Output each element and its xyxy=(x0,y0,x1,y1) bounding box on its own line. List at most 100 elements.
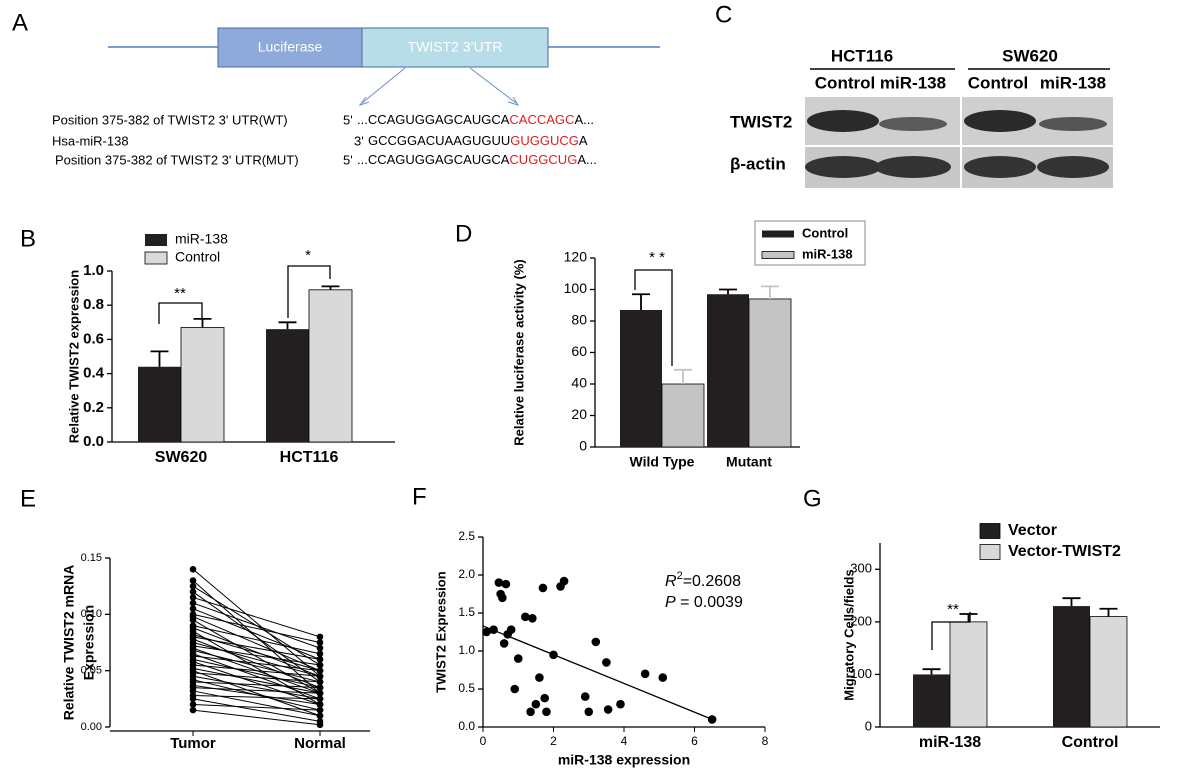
point xyxy=(584,707,594,717)
significance-label: * xyxy=(305,247,311,264)
point xyxy=(602,658,611,667)
x-tick-label: HCT116 xyxy=(280,449,339,466)
point xyxy=(521,612,530,622)
site: CACCAGC xyxy=(509,112,574,127)
significance-label: ** xyxy=(947,601,959,618)
lane-label: Control xyxy=(815,73,875,92)
pair-line xyxy=(192,613,321,643)
y-tick-label: 0.00 xyxy=(81,721,102,733)
point xyxy=(640,669,650,679)
y-tick-label: 0.05 xyxy=(81,665,102,677)
error-bar xyxy=(674,368,692,384)
panel-label: C xyxy=(715,1,732,28)
band xyxy=(807,110,879,132)
seq-tail: A... xyxy=(574,112,594,127)
pair-line xyxy=(192,681,321,689)
lane-label: Control xyxy=(968,73,1028,92)
r2-value: =0.2608 xyxy=(683,573,741,590)
legend-label: Control xyxy=(175,249,220,265)
p-label: P = 0.0039 xyxy=(665,594,743,611)
lane-label: miR-138 xyxy=(880,73,946,92)
pair-line xyxy=(192,653,321,700)
panel-label: D xyxy=(455,220,472,247)
bar xyxy=(1053,606,1090,727)
blot xyxy=(805,97,1113,188)
error-bar xyxy=(1062,597,1081,607)
arrow-head xyxy=(507,96,520,106)
point xyxy=(189,594,197,601)
point xyxy=(316,656,324,663)
group-label: SW620 xyxy=(1002,46,1058,65)
pair-line xyxy=(192,658,321,689)
x-tick-label: Mutant xyxy=(726,454,772,470)
row-label: β-actin xyxy=(730,154,786,173)
point xyxy=(316,667,324,674)
row-name: Position 375-382 of TWIST2 3' UTR(WT) xyxy=(52,112,288,127)
box-label: Luciferase xyxy=(258,39,323,55)
band xyxy=(1037,156,1109,178)
pair-line xyxy=(192,608,321,660)
pair-line xyxy=(192,645,321,666)
pair-line xyxy=(192,602,321,649)
pair-line xyxy=(192,667,321,694)
error-bar xyxy=(278,321,297,330)
pair-line xyxy=(192,709,321,726)
row-end: 5' xyxy=(343,112,353,127)
y-tick-label: 60 xyxy=(571,343,587,359)
r-symbol: R xyxy=(665,573,677,590)
legend-swatch xyxy=(979,544,1001,560)
pair-line xyxy=(192,636,321,660)
y-tick-label: 200 xyxy=(850,613,872,628)
point xyxy=(316,650,324,658)
point xyxy=(559,576,569,586)
row-end: 3' xyxy=(354,133,364,148)
point xyxy=(506,625,516,635)
pair-line xyxy=(192,694,321,700)
seq-tail: A xyxy=(579,133,588,148)
point xyxy=(658,673,668,682)
pair-line xyxy=(192,568,321,677)
panel-label: B xyxy=(20,225,36,252)
lane-label: miR-138 xyxy=(1040,73,1106,92)
row-end: 5' xyxy=(343,152,353,167)
x-tick-label: 4 xyxy=(621,734,628,748)
y-tick-label: 0.4 xyxy=(83,365,105,382)
point xyxy=(316,695,324,703)
y-tick-label: 0.5 xyxy=(458,681,475,695)
point xyxy=(316,701,324,708)
error-bar xyxy=(719,288,737,295)
x-tick-label: 6 xyxy=(691,734,698,748)
pair-line xyxy=(192,690,321,717)
point xyxy=(316,633,324,641)
y-tick-label: 1.5 xyxy=(458,605,475,619)
r2-label: R2=0.2608 xyxy=(665,570,741,590)
y-axis-label: Relative TWIST2 mRNA xyxy=(61,565,77,721)
x-tick-label: Control xyxy=(1062,734,1119,751)
sequence: ...CCAGUGGAGCAUGCACUGGCUGA... xyxy=(357,152,597,167)
point xyxy=(316,689,324,697)
error-bar xyxy=(959,613,978,622)
bar xyxy=(266,329,309,442)
y-tick-label: 0.2 xyxy=(83,399,104,416)
legend-label: miR-138 xyxy=(175,231,228,247)
significance-bracket xyxy=(158,302,203,324)
pair-line xyxy=(192,619,321,694)
x-tick-label: 2 xyxy=(550,734,557,748)
y-tick-label: 1.0 xyxy=(458,643,475,657)
point xyxy=(189,577,197,584)
pair-line xyxy=(192,687,321,694)
pair-line xyxy=(192,642,321,677)
y-tick-label: 0.0 xyxy=(83,433,104,450)
y-tick-label: 2.5 xyxy=(458,529,475,543)
bar xyxy=(707,294,749,447)
pair-line xyxy=(192,672,321,683)
y-tick-label: 100 xyxy=(850,666,872,681)
superscript: 2 xyxy=(677,570,683,582)
y-axis-label: Migratory Cells/fields xyxy=(841,569,856,700)
point xyxy=(316,673,324,680)
pair-line xyxy=(192,698,321,722)
box-label: TWIST2 3’UTR xyxy=(408,39,503,55)
y-axis-label: Expression xyxy=(81,605,97,680)
seq: GCCGGACUAAGUGUU xyxy=(368,133,510,148)
point xyxy=(501,579,511,589)
